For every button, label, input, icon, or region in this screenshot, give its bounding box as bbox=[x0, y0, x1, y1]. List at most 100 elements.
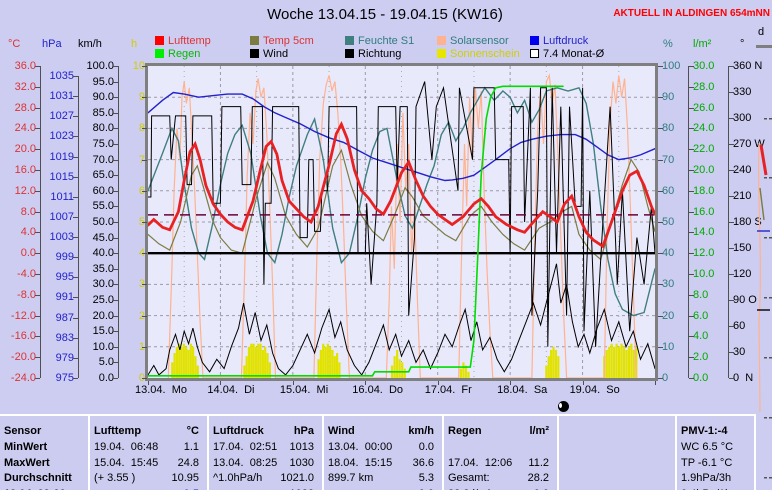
axis-tick-label-hPa: 991 bbox=[55, 291, 74, 304]
axis-tick-label-%: 100 bbox=[662, 60, 681, 72]
sunshine-bar bbox=[268, 362, 271, 378]
axis-tick-% bbox=[658, 378, 663, 379]
axis-tick-°C bbox=[35, 253, 40, 255]
legend-swatch bbox=[345, 49, 354, 58]
legend-swatch bbox=[155, 36, 164, 45]
axis-tick-km/h bbox=[113, 331, 118, 333]
axis-tick-label-hPa: 1031 bbox=[49, 90, 74, 103]
axis-tick-label-km/h: 75.0 bbox=[92, 138, 114, 150]
axis-tick-° bbox=[729, 352, 734, 353]
table-row-label: Durchschnitt bbox=[4, 472, 72, 484]
axis-tick-% bbox=[658, 159, 663, 161]
axis-tick-km/h bbox=[113, 144, 118, 145]
sunshine-bar bbox=[627, 346, 631, 378]
sunshine-bar bbox=[613, 346, 616, 378]
table-cell-value: 11.2 bbox=[528, 457, 549, 469]
axis-tick-km/h bbox=[113, 206, 118, 208]
sunshine-bar bbox=[393, 356, 396, 378]
x-axis-day-label: 16.04. Do bbox=[352, 384, 404, 396]
strip-fragment bbox=[769, 297, 772, 299]
legend-swatch bbox=[345, 36, 354, 45]
axis-tick-hPa bbox=[73, 116, 78, 118]
sunshine-bar bbox=[459, 368, 462, 378]
axis-tick-label-h: 2 bbox=[0, 310, 145, 321]
legend-item-wind: Wind bbox=[250, 49, 288, 60]
axis-tick-% bbox=[658, 222, 663, 223]
axis-tick-label-hPa: 983 bbox=[55, 331, 74, 344]
axis-tick-hPa bbox=[73, 176, 78, 178]
axis-tick-label-%: 70 bbox=[662, 153, 675, 166]
sunshine-bar bbox=[180, 346, 183, 378]
sunshine-bar bbox=[250, 343, 253, 378]
axis-tick-l/m² bbox=[689, 86, 694, 88]
legend-label: Solarsensor bbox=[450, 35, 509, 47]
axis-tick-label-km/h: 40.0 bbox=[92, 247, 114, 260]
sunshine-bar bbox=[187, 349, 190, 378]
legend-item-temp-5cm: Temp 5cm bbox=[250, 36, 314, 47]
legend-label: 7.4 Monat-Ø bbox=[543, 48, 605, 60]
table-row-label: Sensor bbox=[4, 425, 42, 437]
table-cell-left: (+ 3.55 ) bbox=[94, 472, 136, 484]
axis-tick-label-l/m²: 8.0 bbox=[693, 288, 709, 301]
table-cell-left: 19.04. 06:48 bbox=[94, 441, 159, 453]
axis-tick-label-%: 30 bbox=[662, 278, 675, 291]
axis-tick-l/m² bbox=[689, 294, 694, 296]
axis-tick-° bbox=[729, 274, 734, 275]
axis-tick-label-°C: -4.0 bbox=[17, 268, 36, 280]
axis-tick-label-h: 7 bbox=[0, 154, 145, 165]
unit-label-next-chart: d bbox=[758, 26, 765, 38]
table-cell-value: 1030 bbox=[289, 457, 314, 469]
table-cell-value: 1.1 bbox=[183, 441, 199, 453]
axis-tick-label-h: 8 bbox=[0, 123, 145, 134]
axis-tick-label-km/h: 70.0 bbox=[92, 153, 114, 166]
axis-tick-label-l/m²: 26.0 bbox=[693, 101, 715, 114]
axis-tick-h bbox=[142, 159, 147, 161]
unit-label-percent: % bbox=[663, 38, 673, 50]
sunshine-bar bbox=[252, 343, 255, 378]
unit-label-liters: l/m² bbox=[693, 38, 712, 50]
table-header-Luftdruck: Luftdruck bbox=[213, 425, 264, 437]
axis-tick-label-hPa: 1027 bbox=[49, 110, 74, 123]
axis-tick-°C bbox=[35, 211, 40, 213]
x-axis-day-tick bbox=[582, 381, 584, 385]
axis-tick-hPa bbox=[73, 317, 78, 319]
axis-tick-label-l/m²: 22.0 bbox=[693, 143, 715, 156]
sunshine-bar bbox=[243, 365, 246, 378]
axis-tick-label-l/m²: 24.0 bbox=[693, 122, 715, 135]
x-axis-day-tick bbox=[655, 381, 656, 385]
x-axis-day-tick bbox=[510, 381, 512, 385]
axis-tick-label-°C: 4.0 bbox=[20, 226, 36, 239]
axis-tick-hPa bbox=[73, 257, 78, 259]
table-cell-value: 10.95 bbox=[171, 472, 199, 484]
x-axis-day-tick bbox=[365, 381, 367, 385]
x-axis-day-label: 19.04. So bbox=[569, 384, 620, 396]
axis-tick-label-h: 10 bbox=[132, 60, 145, 72]
axis-tick-label-%: 60 bbox=[662, 184, 675, 197]
legend-swatch bbox=[530, 49, 539, 58]
axis-tick-km/h bbox=[113, 300, 118, 301]
legend-swatch bbox=[437, 36, 446, 45]
axis-tick-hPa bbox=[73, 277, 78, 279]
legend-swatch bbox=[437, 49, 446, 58]
axis-tick-l/m² bbox=[689, 170, 694, 171]
legend-label: Luftdruck bbox=[543, 35, 589, 47]
axis-tick-km/h bbox=[113, 159, 118, 161]
x-axis-day-tick bbox=[437, 381, 439, 385]
unit-label-kmh: km/h bbox=[78, 38, 102, 50]
sunshine-bar bbox=[257, 343, 260, 378]
strip-fragment bbox=[769, 357, 772, 359]
page-title: Woche 13.04.15 - 19.04.15 (KW16) bbox=[267, 6, 503, 23]
sunshine-bar bbox=[192, 346, 195, 378]
strip-fragment bbox=[759, 144, 768, 176]
axis-tick-h bbox=[142, 190, 147, 192]
axis-tick-km/h bbox=[113, 190, 118, 192]
axis-tick-label-km/h: 30.0 bbox=[92, 278, 114, 291]
cropped-next-chart-strip bbox=[756, 45, 772, 479]
legend-label: Temp 5cm bbox=[263, 35, 314, 47]
table-cell-left: 13.04. 08:25 bbox=[213, 457, 278, 469]
table-cell-value: 1021.0 bbox=[280, 472, 314, 484]
axis-tick-km/h bbox=[113, 378, 118, 379]
axis-tick-h bbox=[142, 97, 147, 99]
table-cell-left: 28.2 l/m² bbox=[448, 488, 491, 490]
axis-tick-°C bbox=[35, 294, 40, 296]
